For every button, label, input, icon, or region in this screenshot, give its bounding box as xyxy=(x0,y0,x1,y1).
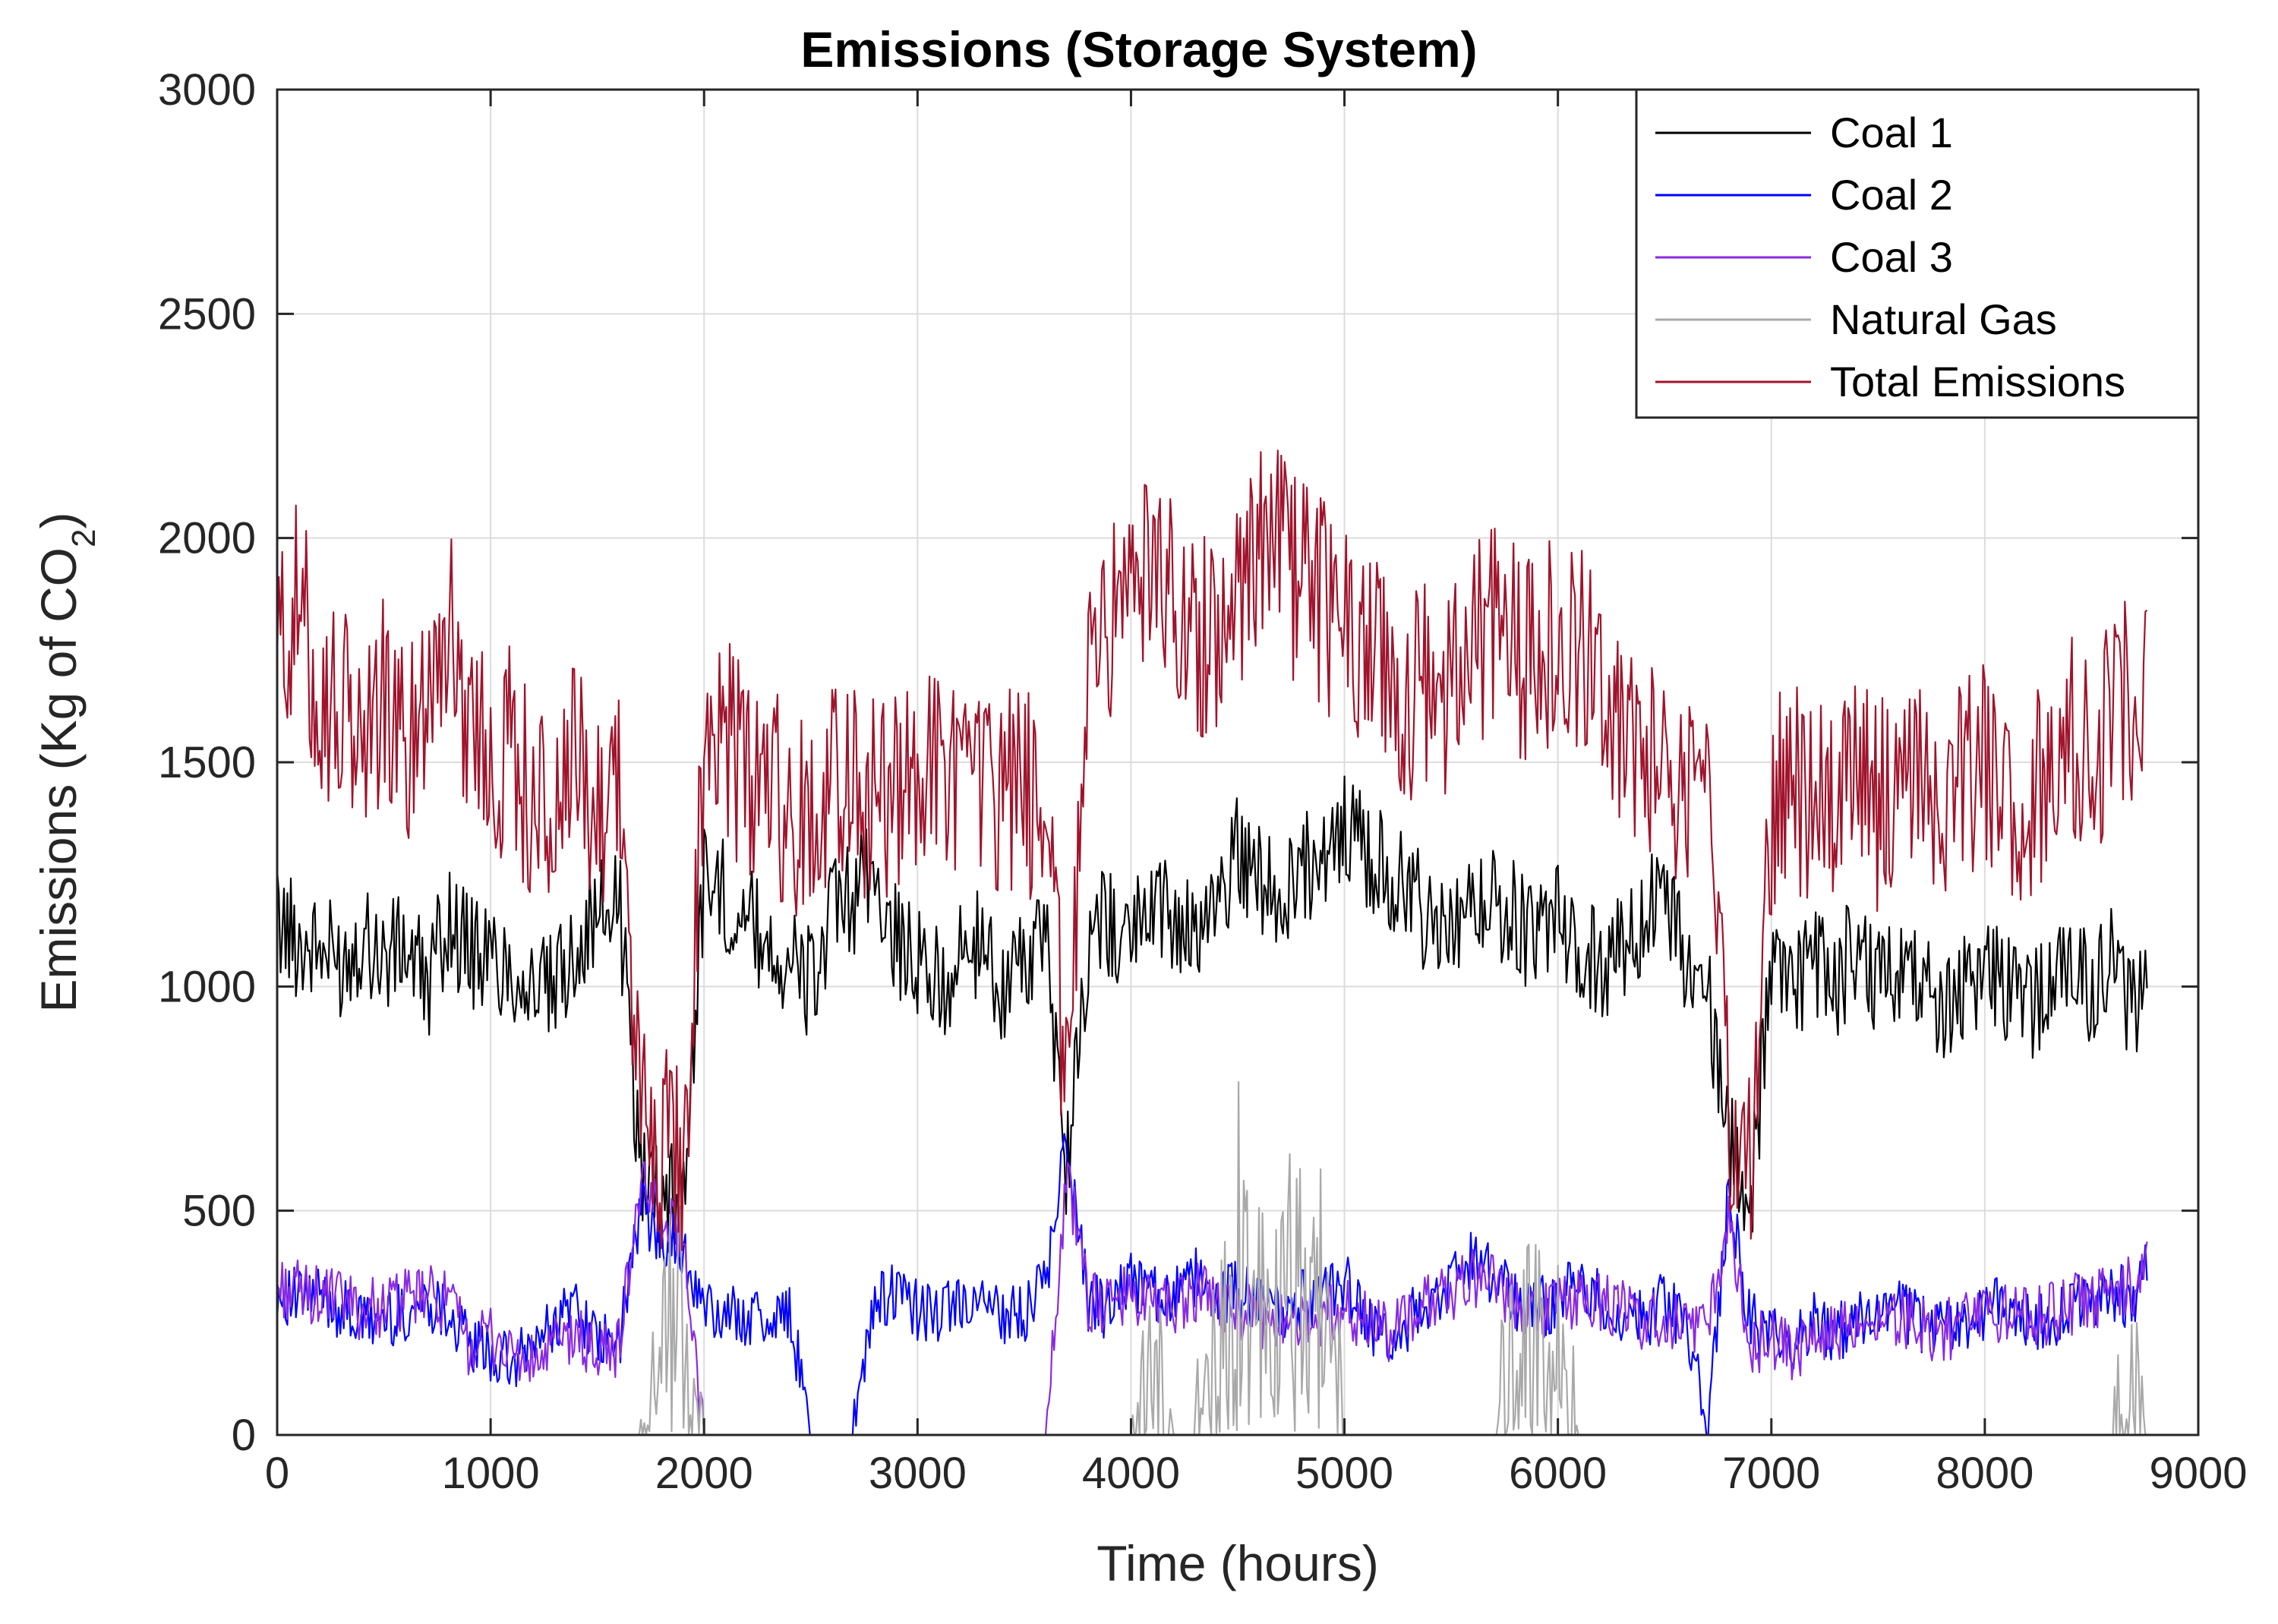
y-tick-label-4: 2000 xyxy=(158,514,256,563)
legend-label-coal-2: Coal 2 xyxy=(1830,171,1953,219)
y-tick-label-3: 1500 xyxy=(158,738,256,787)
x-tick-label-9: 9000 xyxy=(2149,1449,2247,1498)
x-tick-label-0: 0 xyxy=(265,1449,289,1498)
x-tick-label-5: 5000 xyxy=(1295,1449,1393,1498)
y-axis-label-subscript: 2 xyxy=(65,529,103,547)
axes: 0 1000 2000 3000 4000 5000 6000 7000 8000 9000 0 50… xyxy=(158,65,2248,1498)
series-line-coal-1 xyxy=(276,775,2148,1266)
legend-label-total-emissions: Total Emissions xyxy=(1830,358,2125,405)
x-tick-label-1: 1000 xyxy=(442,1449,540,1498)
y-tick-label-2: 1000 xyxy=(158,962,256,1011)
x-tick-label-3: 3000 xyxy=(869,1449,967,1498)
legend-label-coal-3: Coal 3 xyxy=(1830,233,1953,281)
y-tick-label-0: 0 xyxy=(232,1411,256,1460)
y-axis-label-main: Emissions (Kg of CO xyxy=(30,547,87,1013)
legend-label-natural-gas: Natural Gas xyxy=(1830,295,2057,343)
y-tick-label-1: 500 xyxy=(182,1187,256,1236)
x-axis-label: Time (hours) xyxy=(1096,1535,1379,1591)
axes-box xyxy=(276,88,2200,1436)
chart-title: Emissions (Storage System) xyxy=(800,21,1477,77)
x-tick-label-4: 4000 xyxy=(1082,1449,1180,1498)
y-tick-label-6: 3000 xyxy=(158,65,256,115)
y-axis-label: Emissions (Kg of CO2) xyxy=(30,512,103,1013)
series-line-total-emissions xyxy=(276,449,2148,1251)
legend-box xyxy=(1635,88,2200,419)
x-tick-label-7: 7000 xyxy=(1722,1449,1820,1498)
legend-label-coal-1: Coal 1 xyxy=(1830,109,1953,156)
x-tick-label-2: 2000 xyxy=(655,1449,753,1498)
legend: Coal 1 Coal 2 Coal 3 Natural Gas Total Emiss… xyxy=(1635,88,2200,419)
y-tick-label-5: 2500 xyxy=(158,289,256,339)
y-axis-label-close: ) xyxy=(30,512,87,529)
x-tick-label-8: 8000 xyxy=(1936,1449,2033,1498)
x-tick-label-6: 6000 xyxy=(1509,1449,1607,1498)
